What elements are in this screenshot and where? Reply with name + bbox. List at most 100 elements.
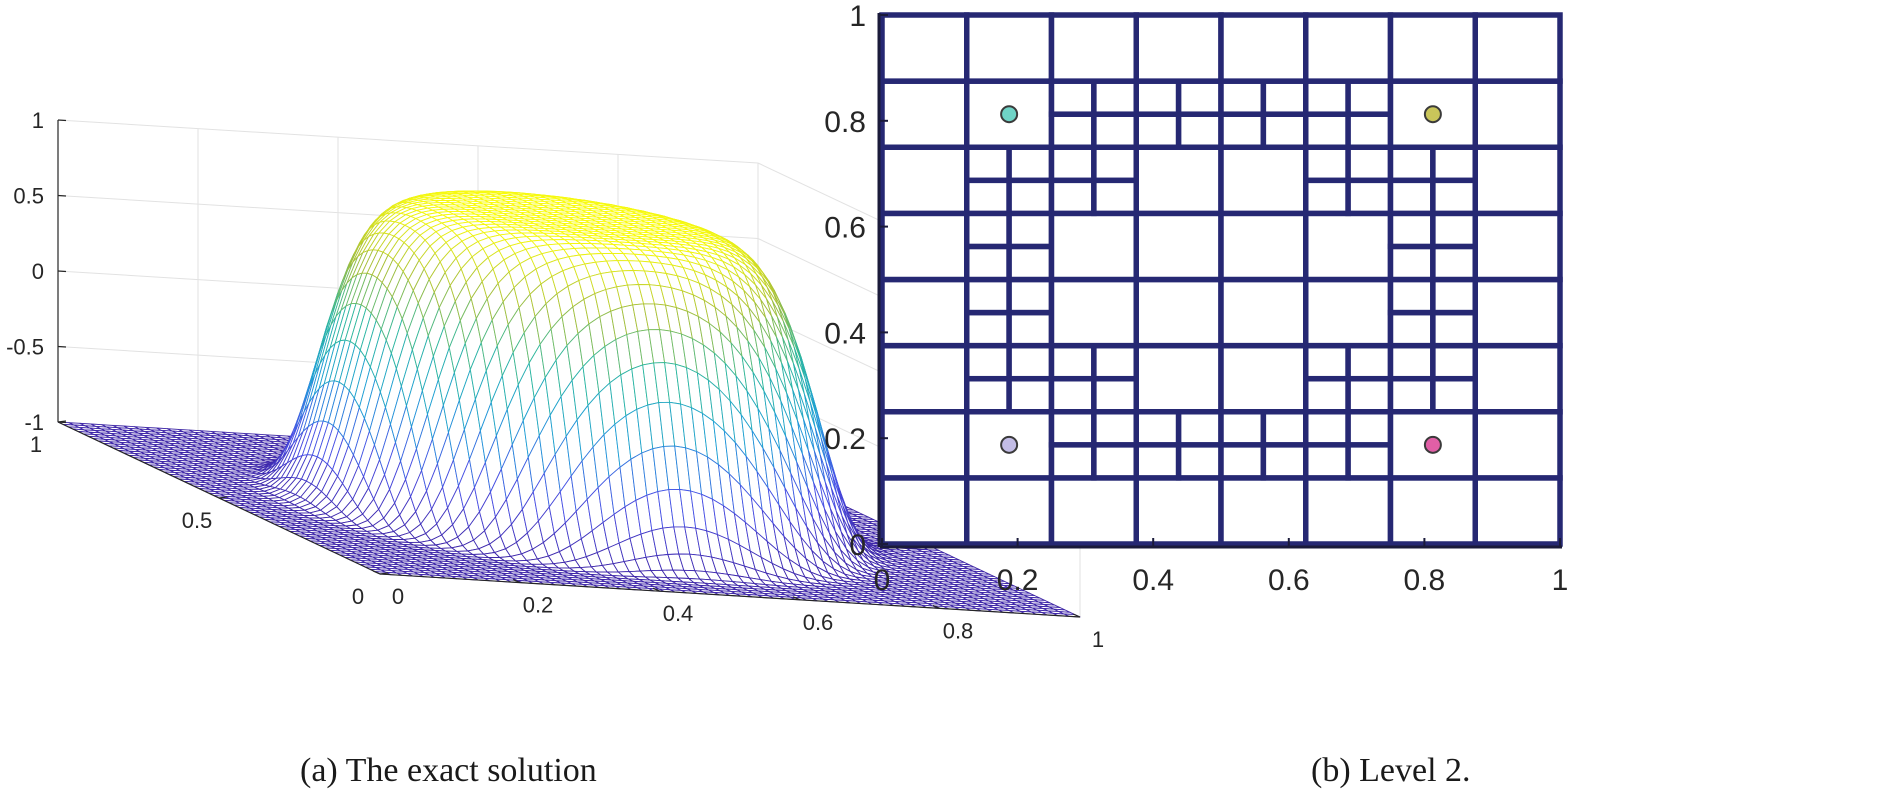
mesh-cell (1091, 409, 1139, 448)
mesh-cell (964, 342, 1012, 382)
mesh-cell (1048, 78, 1097, 117)
y-tick-label: 1 (30, 432, 42, 457)
mesh-cell (1218, 12, 1309, 84)
mesh-cell (1303, 12, 1394, 84)
mesh-cell (1303, 177, 1351, 217)
mesh-cell (1430, 177, 1478, 217)
y-tick-label: 0 (849, 529, 866, 562)
mesh-cell (1345, 111, 1394, 150)
mesh-cell (1387, 144, 1436, 184)
mesh-cell (964, 243, 1012, 283)
mesh-cell (1303, 375, 1351, 415)
y-tick-label: 0 (352, 584, 364, 609)
mesh-cell (1303, 111, 1351, 150)
mesh-cell (1133, 144, 1224, 217)
mesh-cell (1091, 342, 1139, 382)
caption-left: (a) The exact solution (300, 752, 597, 789)
mesh-cell (1048, 442, 1097, 481)
mesh-grid (879, 12, 1563, 547)
marker-point (1423, 105, 1442, 124)
mesh-cell (1006, 276, 1055, 316)
x-tick-label: 1 (1092, 627, 1104, 652)
mesh-cell (1006, 309, 1055, 349)
mesh-cell (1345, 342, 1394, 382)
mesh-cell (1430, 276, 1478, 316)
mesh-cell (1218, 111, 1267, 150)
mesh-cell (1387, 475, 1478, 547)
z-tick-label: 0 (32, 259, 44, 284)
mesh-cell (879, 276, 970, 349)
mesh-cell (1006, 375, 1055, 415)
mesh-cell (1218, 342, 1309, 415)
mesh-cell (1218, 78, 1267, 117)
mesh-cell (1175, 442, 1224, 481)
x-tick-label: 0.4 (1132, 564, 1174, 597)
x-tick-label: 0 (874, 564, 891, 597)
mesh-cell (1387, 276, 1436, 316)
z-tick (57, 194, 67, 197)
mesh-cell (1260, 111, 1309, 150)
mesh-cell (1472, 409, 1563, 481)
y-tick-label: 0.6 (824, 212, 866, 245)
mesh-cell (1303, 475, 1394, 547)
mesh-cell (1048, 375, 1097, 415)
mesh-cell (964, 375, 1012, 415)
mesh-cell (964, 144, 1012, 184)
mesh-cell (1303, 210, 1394, 283)
mesh-cell (1048, 144, 1097, 184)
mesh-cell (1006, 210, 1055, 250)
mesh-cell (1218, 442, 1267, 481)
mesh-cell (1048, 276, 1139, 349)
mesh-cell (1133, 475, 1224, 547)
x-tick-label: 0.2 (523, 593, 554, 618)
mesh-cell (879, 409, 970, 481)
mesh-cell (1133, 78, 1182, 117)
mesh-cell (1091, 144, 1139, 184)
mesh-cell (1387, 12, 1478, 84)
mesh-cell (964, 12, 1055, 84)
mesh-cell (1472, 210, 1563, 283)
mesh-cell (1006, 342, 1055, 382)
mesh-cell (1091, 78, 1139, 117)
mesh-cell (879, 475, 970, 547)
mesh-cell (1303, 342, 1351, 382)
mesh-cell (1430, 342, 1478, 382)
mesh-cell (879, 210, 970, 283)
mesh-cell (879, 144, 970, 217)
caption-right: (b) Level 2. (1311, 752, 1471, 789)
surface-mesh (57, 190, 1081, 618)
mesh-cell (1091, 111, 1139, 150)
z-tick (57, 345, 67, 348)
mesh-cell (1006, 177, 1055, 217)
mesh-cell (1387, 210, 1436, 250)
mesh-cell (1472, 144, 1563, 217)
mesh-cell (1218, 409, 1267, 448)
mesh-cell (1345, 409, 1394, 448)
mesh-cell (1430, 375, 1478, 415)
x-tick-label: 0.2 (997, 564, 1039, 597)
x-tick-label: 0.8 (1404, 564, 1446, 597)
surface-plot: -1-0.500.510 0.2 0.4 0.6 0.8 100.51 (6, 108, 1104, 652)
mesh-cell (1260, 78, 1309, 117)
mesh-cell (1133, 12, 1224, 84)
mesh-cell (1006, 243, 1055, 283)
marker-point (1000, 105, 1019, 124)
mesh-cell (1345, 78, 1394, 117)
mesh-cell (1387, 375, 1436, 415)
mesh-cell (964, 309, 1012, 349)
mesh-cell (1472, 78, 1563, 150)
mesh-cell (1048, 475, 1139, 547)
mesh-cell (1430, 210, 1478, 250)
mesh-cell (1303, 276, 1394, 349)
mesh-cell (1048, 111, 1097, 150)
mesh-cell (1260, 409, 1309, 448)
x-tick-label: 0.6 (1268, 564, 1310, 597)
z-tick-label: -0.5 (6, 335, 44, 360)
mesh-cell (879, 78, 970, 150)
x-tick-label: 1 (1552, 564, 1569, 597)
marker-point (1000, 435, 1019, 454)
mesh-cell (1303, 144, 1351, 184)
y-tick-label: 0.4 (824, 317, 866, 350)
z-tick (57, 270, 67, 273)
